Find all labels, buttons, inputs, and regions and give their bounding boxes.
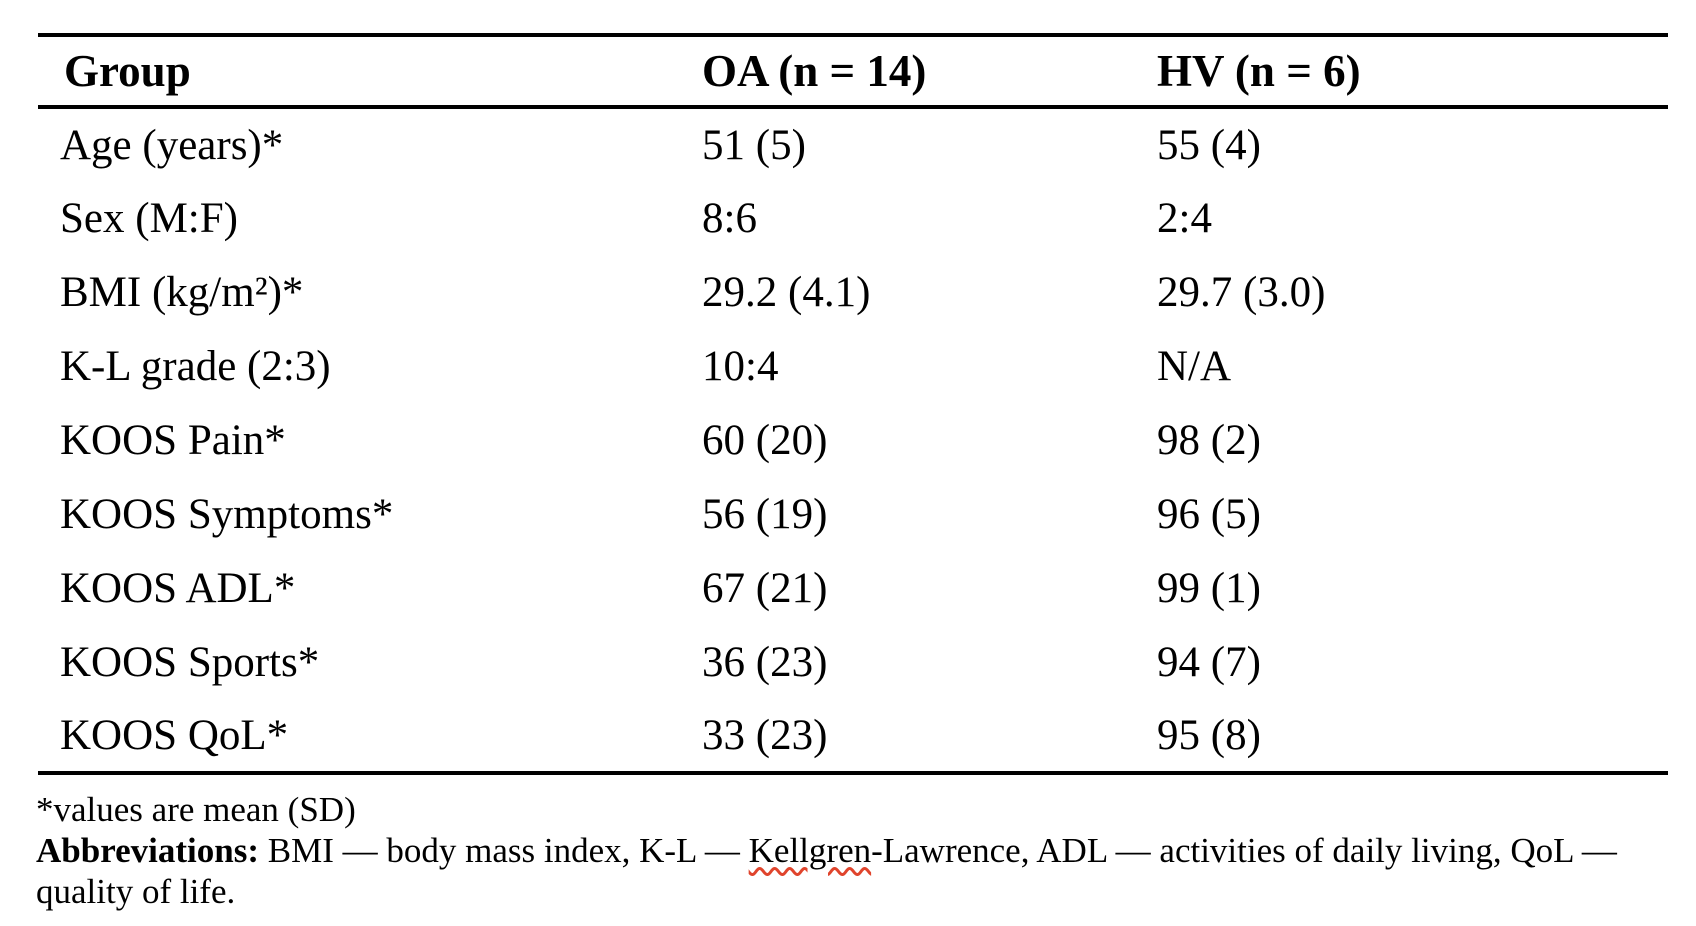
column-header-group: Group [64,46,191,96]
table-row: K-L grade (2:3) 10:4 N/A [38,329,1668,403]
table-footnotes: *values are mean (SD) Abbreviations: BMI… [36,789,1666,912]
hv-value-cell: 98 (2) [1157,416,1261,464]
hv-value-cell: 96 (5) [1157,490,1261,538]
demographics-table-container: Group OA (n = 14) HV (n = 6) Age (years)… [38,33,1668,775]
oa-value-cell: 51 (5) [702,121,806,169]
hv-value-cell: 55 (4) [1157,121,1261,169]
table-row: KOOS QoL* 33 (23) 95 (8) [38,699,1668,773]
row-label-cell: KOOS ADL* [60,564,296,612]
abbreviations-text-part1: BMI — body mass index, K-L — [259,831,749,870]
hv-value-cell: N/A [1157,342,1232,390]
row-label-cell: Age (years)* [60,121,284,169]
column-header-hv: HV (n = 6) [1157,46,1361,96]
hv-value-cell: 29.7 (3.0) [1157,268,1326,316]
table-row: Age (years)* 51 (5) 55 (4) [38,107,1668,181]
row-label-cell: Sex (M:F) [60,194,238,242]
footnote-abbreviations: Abbreviations: BMI — body mass index, K-… [36,830,1666,871]
row-label-cell: KOOS QoL* [60,711,289,759]
row-label-cell: BMI (kg/m²)* [60,268,304,316]
footnote-mean-sd: *values are mean (SD) [36,789,1666,830]
table-header: Group OA (n = 14) HV (n = 6) [38,35,1668,107]
table-row: BMI (kg/m²)* 29.2 (4.1) 29.7 (3.0) [38,255,1668,329]
table-row: Sex (M:F) 8:6 2:4 [38,181,1668,255]
column-header-oa: OA (n = 14) [702,46,927,96]
hv-value-cell: 95 (8) [1157,711,1261,759]
table-row: KOOS ADL* 67 (21) 99 (1) [38,551,1668,625]
oa-value-cell: 10:4 [702,342,779,390]
hv-value-cell: 2:4 [1157,194,1212,242]
demographics-table: Group OA (n = 14) HV (n = 6) Age (years)… [38,33,1668,775]
footnote-mean-sd-text: *values are mean (SD) [36,790,356,829]
oa-value-cell: 29.2 (4.1) [702,268,871,316]
table-body: Age (years)* 51 (5) 55 (4) Sex (M:F) 8:6… [38,107,1668,773]
row-label-cell: KOOS Symptoms* [60,490,394,538]
oa-value-cell: 56 (19) [702,490,828,538]
table-row: KOOS Symptoms* 56 (19) 96 (5) [38,477,1668,551]
row-label-cell: KOOS Sports* [60,638,320,686]
header-row: Group OA (n = 14) HV (n = 6) [38,35,1668,107]
misspelled-word[interactable]: Kellgren [748,831,872,870]
row-label-cell: KOOS Pain* [60,416,286,464]
abbreviations-text-part3: quality of life. [36,872,236,911]
row-label-cell: K-L grade (2:3) [60,342,331,390]
table-row: KOOS Pain* 60 (20) 98 (2) [38,403,1668,477]
oa-value-cell: 8:6 [702,194,757,242]
hv-value-cell: 94 (7) [1157,638,1261,686]
abbreviations-label: Abbreviations: [36,831,259,870]
oa-value-cell: 67 (21) [702,564,828,612]
oa-value-cell: 33 (23) [702,711,828,759]
footnote-abbreviations-continued: quality of life. [36,871,1666,912]
hv-value-cell: 99 (1) [1157,564,1261,612]
oa-value-cell: 60 (20) [702,416,828,464]
oa-value-cell: 36 (23) [702,638,828,686]
table-row: KOOS Sports* 36 (23) 94 (7) [38,625,1668,699]
abbreviations-text-part2: -Lawrence, ADL — activities of daily liv… [871,831,1617,870]
